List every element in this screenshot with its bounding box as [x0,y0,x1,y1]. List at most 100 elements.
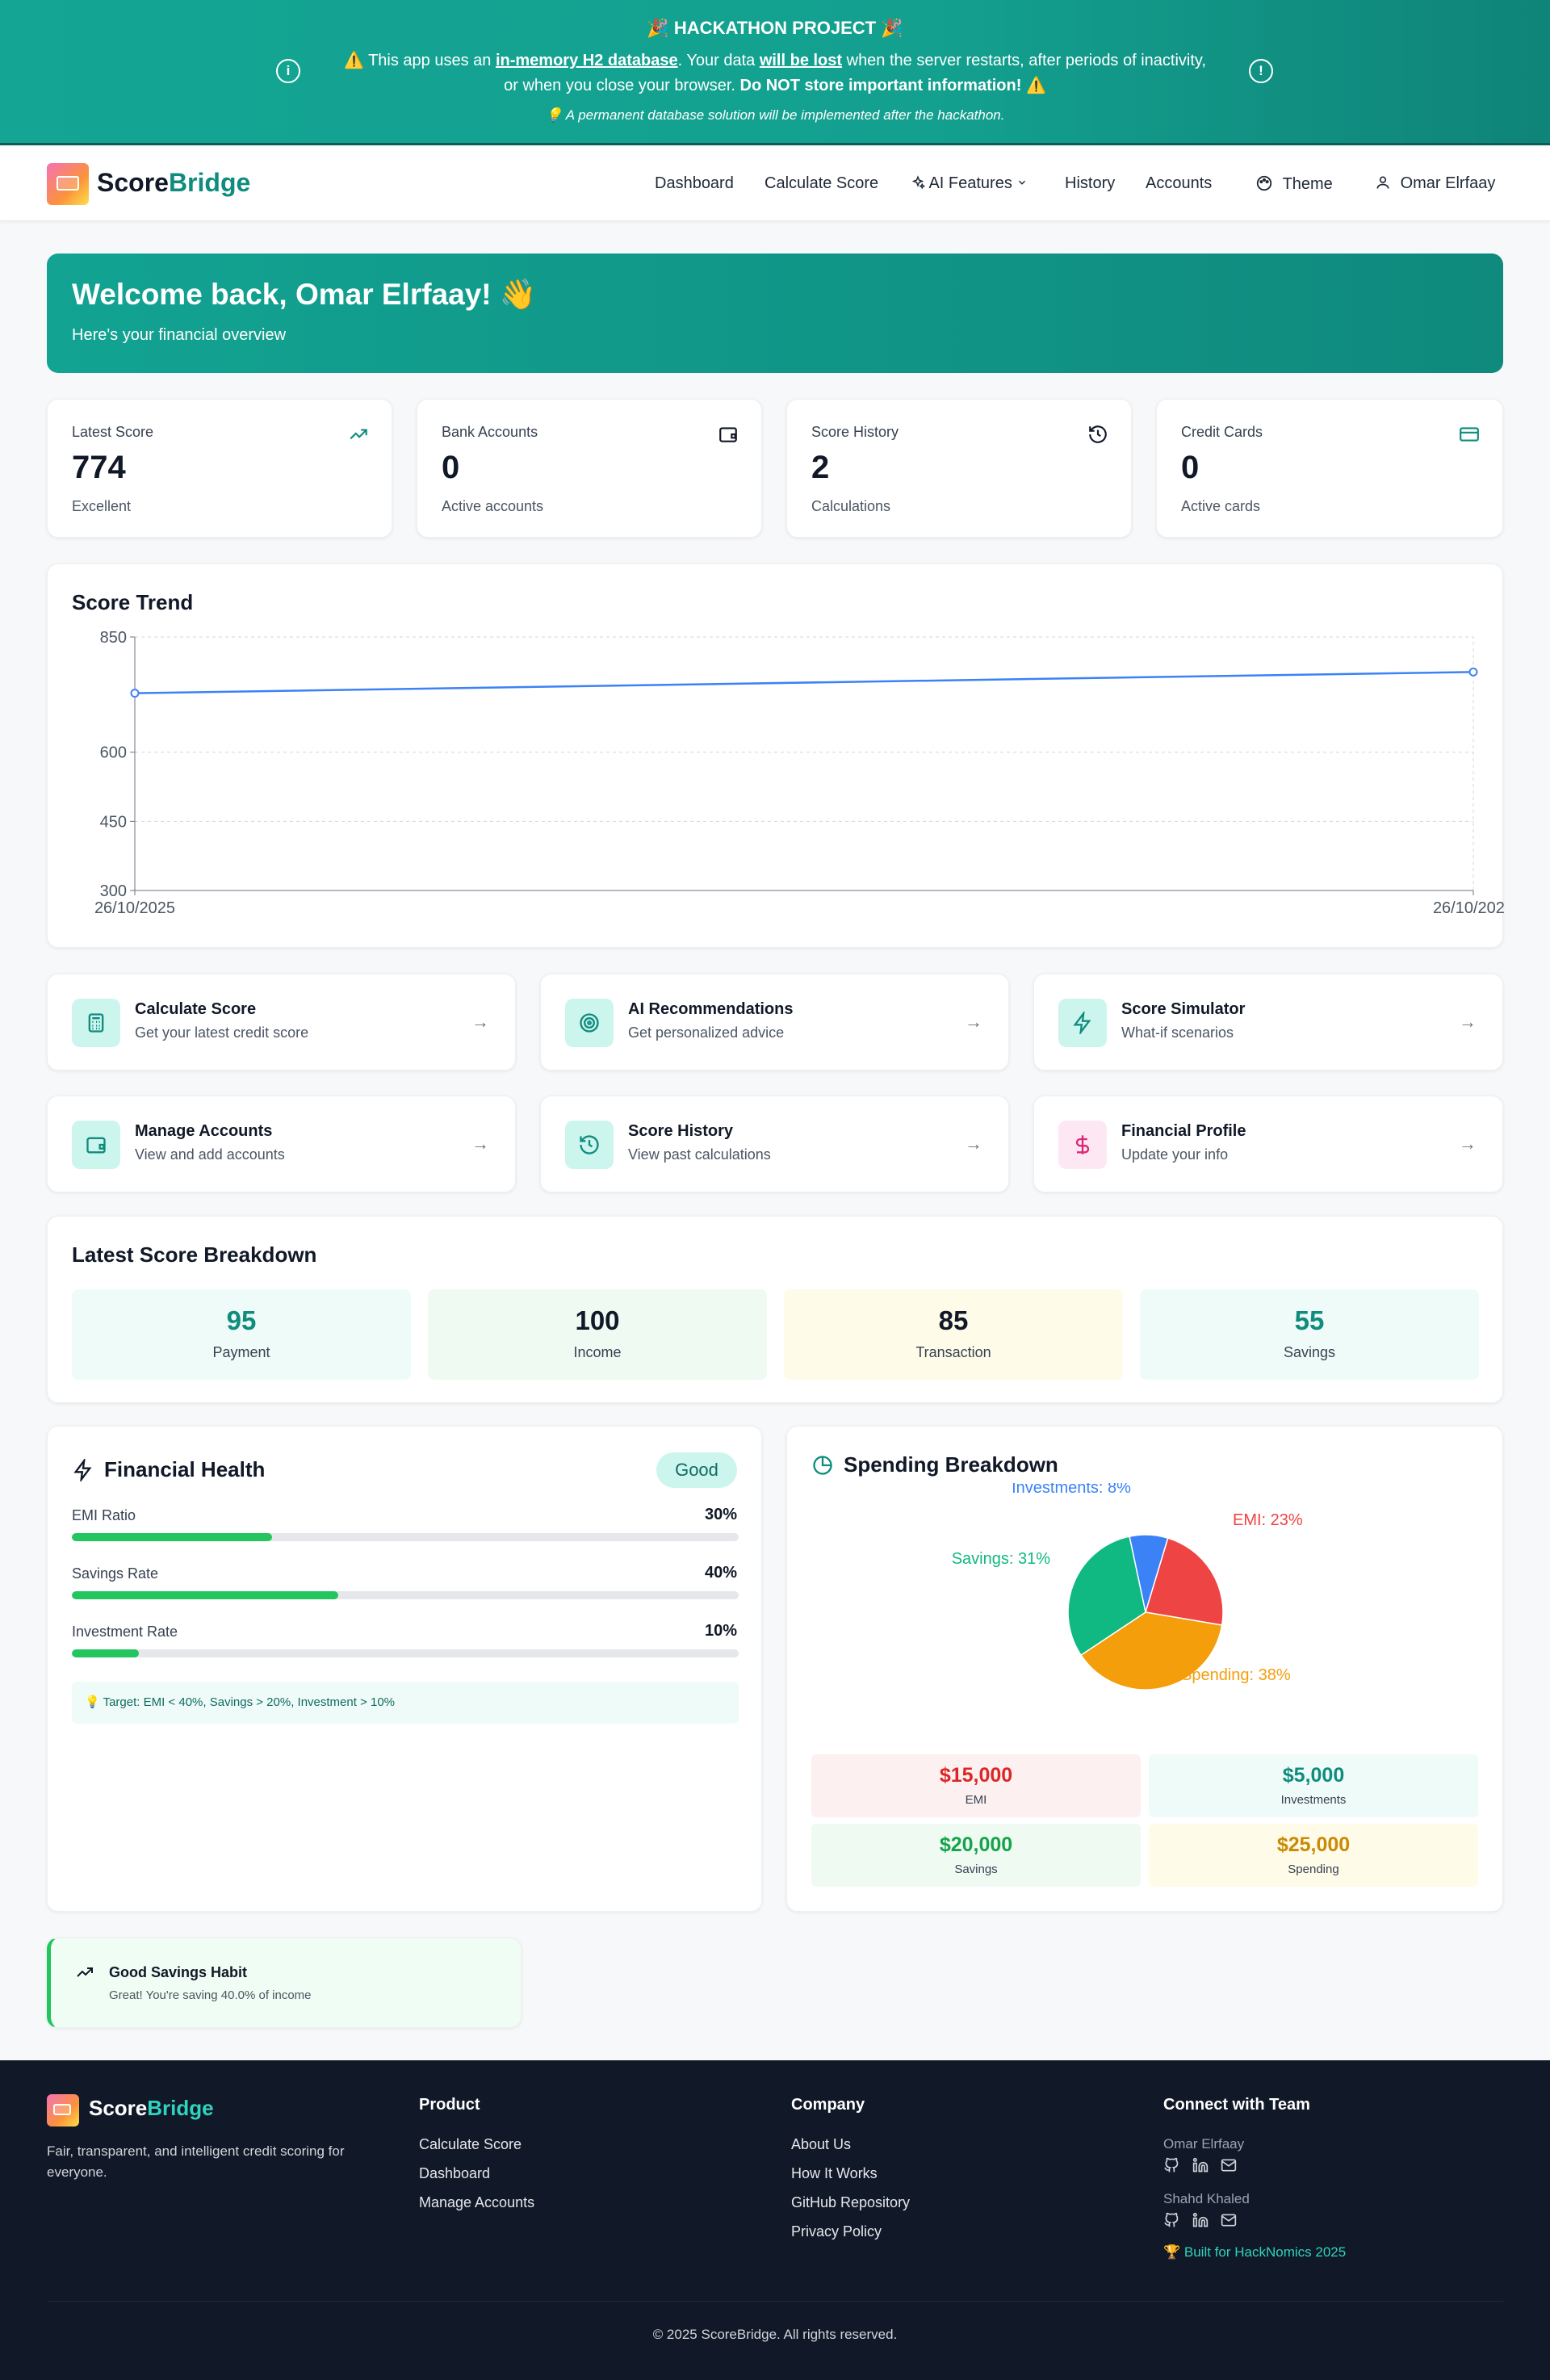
linkedin-icon[interactable] [1192,2157,1209,2173]
arrow-right-icon: → [471,1012,489,1032]
trending-up-icon [350,429,367,440]
banner-text: . Your data [677,52,760,69]
spending-label: Spending [1288,1863,1339,1876]
health-progress-fill [72,1591,339,1599]
breakdown-label: Income [573,1344,622,1360]
quick-action-icon-box [1058,1121,1107,1169]
stat-card-latest-score: Latest Score 774 Excellent [47,399,392,538]
stat-card-bank-accounts: Bank Accounts 0 Active accounts [417,399,762,538]
quick-action-icon-box [72,1121,120,1169]
quick-action-manage-accounts[interactable]: Manage Accounts View and add accounts → [47,1096,516,1192]
banner-message: ⚠️ This app uses an in-memory H2 databas… [339,48,1211,98]
chevron-down-icon [1019,180,1026,185]
banner-title: 🎉 HACKATHON PROJECT 🎉 [647,18,903,38]
breakdown-payment: 95 Payment [72,1289,411,1380]
quick-action-subtitle: Get personalized advice [628,1024,785,1041]
quick-action-title: AI Recommendations [628,1000,794,1018]
history-icon [1089,425,1107,443]
stat-label: Bank Accounts [442,424,538,440]
nav-calculate-score[interactable]: Calculate Score [765,174,879,192]
spending-label: EMI [965,1793,987,1807]
footer-link[interactable]: Manage Accounts [419,2194,535,2210]
spending-box-spending: $25,000 Spending [1149,1824,1478,1887]
pie-slice [1145,1537,1224,1626]
quick-action-icon-box [1058,999,1107,1047]
footer-link[interactable]: Calculate Score [419,2136,522,2152]
arrow-right-icon: → [471,1133,489,1154]
banner-note: 💡 A permanent database solution will be … [545,107,1005,123]
theme-toggle[interactable]: Theme [1255,174,1333,194]
stat-sub: Excellent [72,498,132,514]
trending-up-icon [77,1967,93,1977]
quick-action-financial-profile[interactable]: Financial Profile Update your info → [1033,1096,1503,1192]
palette-icon [1256,175,1272,191]
warning-icon: ⚠️ [343,52,364,69]
arrow-right-icon: → [1459,1012,1477,1032]
quick-action-subtitle: What-if scenarios [1121,1024,1234,1041]
github-icon[interactable] [1163,2157,1179,2173]
financial-health-card: Financial Health Good EMI Ratio 30% Saving… [47,1426,762,1912]
breakdown-savings: 55 Savings [1140,1289,1479,1380]
stat-value: 2 [811,450,830,485]
breakdown-value: 95 [226,1305,257,1335]
footer-link[interactable]: About Us [791,2136,852,2152]
nav-accounts[interactable]: Accounts [1146,174,1213,192]
quick-action-calculate-score[interactable]: Calculate Score Get your latest credit sc… [47,974,516,1071]
spending-box-investments: $5,000 Investments [1149,1754,1478,1817]
score-trend-card: Score Trend 300 450 600 850 26/10/2025 26/10/… [47,564,1504,948]
nav-history[interactable]: History [1065,174,1116,192]
footer-company-heading: Company [791,2096,865,2114]
hackathon-banner: 🎉 HACKATHON PROJECT 🎉 i ⚠️ This app uses… [0,0,1550,145]
footer-link[interactable]: Dashboard [419,2165,491,2181]
breakdown-value: 85 [938,1305,969,1335]
spending-amount: $25,000 [1276,1833,1351,1856]
spending-title: Spending Breakdown [844,1452,1058,1477]
zap-icon [1073,1012,1091,1034]
score-trend-line [134,671,1474,694]
quick-action-score-history[interactable]: Score History View past calculations → [540,1096,1009,1192]
spending-amount: $20,000 [939,1833,1013,1856]
stat-sub: Active cards [1181,498,1261,514]
spending-box-emi: $15,000 EMI [811,1754,1141,1817]
quick-action-score-simulator[interactable]: Score Simulator What-if scenarios → [1033,974,1503,1071]
x-tick-label: 26/10/2025 [94,899,175,917]
quick-action-icon-box [72,999,120,1047]
user-menu[interactable]: Omar Elrfaay [1375,174,1495,193]
wallet-icon [86,1137,106,1154]
mail-icon[interactable] [1221,2212,1237,2228]
footer-logo-icon [47,2094,79,2126]
stat-card-score-history: Score History 2 Calculations [786,399,1132,538]
quick-action-title: Score History [628,1122,734,1140]
quick-action-subtitle: View past calculations [628,1146,771,1163]
footer-link[interactable]: GitHub Repository [791,2194,911,2210]
pie-label: EMI: 23% [1233,1511,1303,1529]
logo-icon[interactable] [47,163,89,205]
footer-tagline: Fair, transparent, and intelligent credi… [47,2143,345,2180]
health-metric-value: 10% [704,1622,737,1640]
nav-ai-features[interactable]: AI Features [911,174,1028,193]
user-name: Omar Elrfaay [1400,174,1496,192]
quick-action-ai-recommendations[interactable]: AI Recommendations Get personalized advic… [540,974,1009,1071]
pie-slice [1067,1536,1146,1657]
stat-label: Credit Cards [1181,424,1263,440]
team-member-name: Shahd Khaled [1163,2191,1250,2206]
mail-icon[interactable] [1221,2157,1237,2173]
health-status-badge: Good [656,1452,737,1488]
pie-label: Investments: 8% [1012,1483,1131,1497]
breakdown-transaction: 85 Transaction [784,1289,1123,1380]
footer-link[interactable]: How It Works [791,2165,878,2181]
brand-name[interactable]: ScoreBridge [97,168,251,197]
stat-card-credit-cards: Credit Cards 0 Active cards [1156,399,1503,538]
score-breakdown-card: Latest Score Breakdown 95 Payment 100 Incom… [47,1216,1503,1403]
github-icon[interactable] [1163,2212,1179,2228]
score-trend-title: Score Trend [72,590,194,614]
calculator-icon [88,1013,104,1033]
spending-pie-chart: Investments: 8% EMI: 23% Spending: 38% Savi… [952,1483,1303,1691]
quick-action-title: Financial Profile [1121,1122,1246,1140]
hackathon-badge: 🏆 Built for HackNomics 2025 [1163,2244,1347,2260]
linkedin-icon[interactable] [1192,2212,1209,2228]
nav-dashboard[interactable]: Dashboard [655,174,734,192]
footer-link[interactable]: Privacy Policy [791,2223,882,2240]
top-navbar: ScoreBridge Dashboard Calculate Score AI… [0,147,1550,221]
footer-product-heading: Product [419,2096,480,2114]
